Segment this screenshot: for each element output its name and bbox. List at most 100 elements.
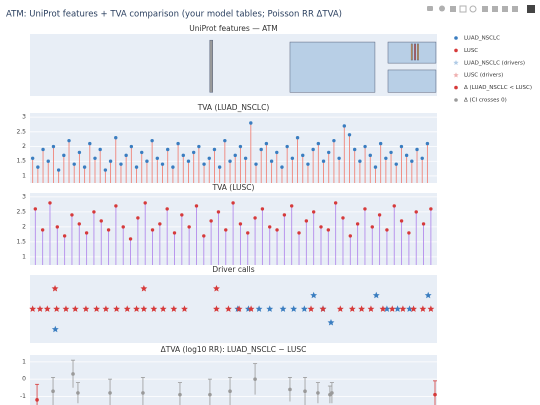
point xyxy=(282,213,287,217)
point xyxy=(92,210,96,214)
point xyxy=(82,165,87,169)
feature xyxy=(289,41,376,93)
point xyxy=(348,234,352,238)
point xyxy=(389,150,393,155)
y-tick-label: 3 xyxy=(22,114,26,121)
camera-icon[interactable] xyxy=(427,6,433,11)
point xyxy=(385,228,389,232)
star xyxy=(133,305,140,312)
point xyxy=(181,153,185,158)
point xyxy=(327,150,331,155)
point xyxy=(76,391,80,395)
star xyxy=(310,291,318,299)
lasso-icon[interactable] xyxy=(469,5,477,13)
star xyxy=(327,319,335,326)
point xyxy=(275,228,279,232)
zoom-out-icon[interactable] xyxy=(492,6,498,12)
point xyxy=(249,121,253,125)
feature xyxy=(410,43,413,61)
point xyxy=(342,124,347,128)
y-tick-label: 1 xyxy=(22,172,26,179)
star xyxy=(170,305,178,312)
point xyxy=(186,159,191,163)
star xyxy=(348,305,356,312)
point xyxy=(297,231,301,235)
pan-icon[interactable] xyxy=(450,6,456,12)
point xyxy=(370,225,374,229)
point xyxy=(178,392,182,397)
plot-background xyxy=(30,275,437,343)
point xyxy=(129,144,134,149)
y-tick-label: -1 xyxy=(20,393,26,400)
legend-marker xyxy=(454,36,458,40)
point xyxy=(238,144,243,149)
point xyxy=(176,141,180,146)
point xyxy=(425,141,430,146)
star xyxy=(290,305,298,312)
plotly-logo[interactable] xyxy=(527,5,535,13)
star xyxy=(102,305,110,312)
plot-background xyxy=(30,34,437,96)
star xyxy=(367,305,375,312)
star xyxy=(247,305,255,312)
point xyxy=(368,153,372,158)
zoom-icon[interactable] xyxy=(439,5,445,12)
point xyxy=(121,225,125,229)
point xyxy=(212,147,217,152)
reset-icon[interactable] xyxy=(512,6,518,12)
point xyxy=(51,389,55,394)
point xyxy=(420,156,424,160)
point xyxy=(280,165,284,169)
point xyxy=(223,138,227,143)
star xyxy=(140,305,148,312)
feature xyxy=(414,43,416,61)
point xyxy=(128,237,133,241)
point xyxy=(290,156,295,160)
y-tick-label: 2 xyxy=(22,143,26,150)
star xyxy=(399,305,407,312)
star xyxy=(419,305,427,312)
point xyxy=(40,228,45,232)
point xyxy=(355,222,360,226)
point xyxy=(311,147,315,152)
point xyxy=(233,153,237,158)
point xyxy=(70,213,74,217)
point xyxy=(93,156,97,160)
point xyxy=(415,147,419,152)
point xyxy=(209,219,213,223)
legend-label: LUSC (drivers) xyxy=(464,73,503,79)
point xyxy=(51,144,56,149)
point xyxy=(363,207,367,211)
star xyxy=(279,305,287,312)
autoscale-icon[interactable] xyxy=(502,6,508,12)
star xyxy=(394,305,401,312)
point xyxy=(77,222,81,226)
legend-label: LUAD_NSCLC xyxy=(464,36,500,42)
zoom-in-icon[interactable] xyxy=(482,6,488,12)
panel-title: Driver calls xyxy=(212,265,254,274)
point xyxy=(295,136,300,140)
point xyxy=(56,168,61,172)
point xyxy=(254,162,258,166)
star xyxy=(140,285,148,292)
panel-title: UniProt features — ATM xyxy=(189,24,277,33)
star xyxy=(225,305,232,312)
point xyxy=(311,210,316,214)
point xyxy=(88,141,92,146)
point xyxy=(384,156,388,160)
star xyxy=(150,305,158,312)
point xyxy=(399,144,404,149)
select-icon[interactable] xyxy=(459,5,467,13)
point xyxy=(337,156,341,160)
point xyxy=(253,216,257,220)
point xyxy=(217,165,222,169)
point xyxy=(71,372,75,376)
point xyxy=(288,387,292,392)
point xyxy=(166,147,170,152)
modebar[interactable] xyxy=(427,5,535,13)
point xyxy=(150,228,155,232)
point xyxy=(36,165,40,169)
star xyxy=(388,305,396,312)
point xyxy=(202,162,206,166)
